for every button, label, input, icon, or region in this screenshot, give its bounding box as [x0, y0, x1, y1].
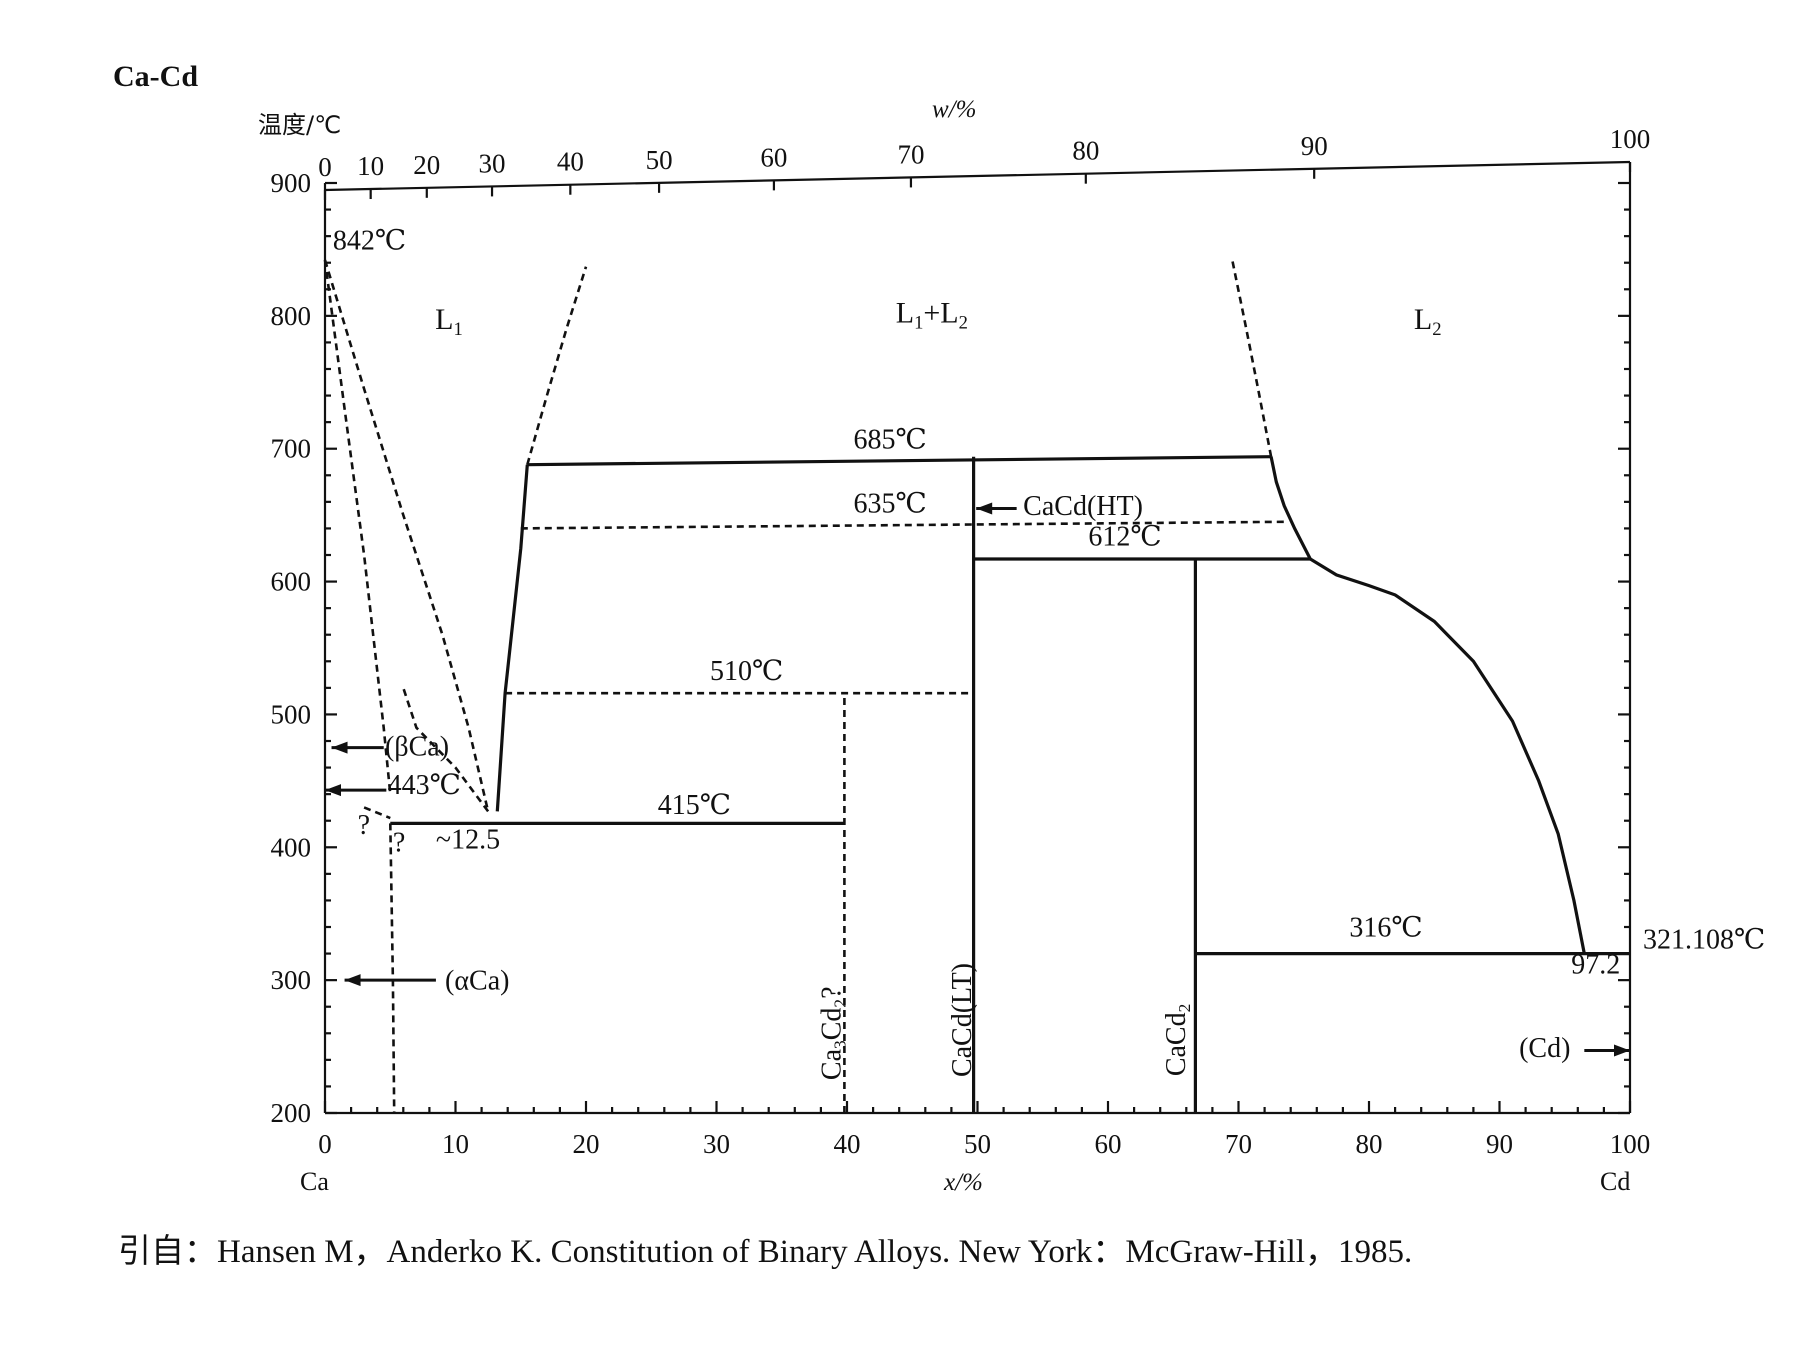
cacd-ht-arrow-head [976, 502, 993, 515]
region-label: L1 [435, 303, 463, 340]
liquidus-ca [323, 259, 490, 812]
alpha-ca-arrow-head [344, 974, 361, 987]
y-tick-label: 600 [271, 567, 312, 597]
x-tick-label: 10 [442, 1129, 469, 1159]
w-tick-label: 70 [897, 139, 924, 169]
x-tick-label: 80 [1356, 1129, 1383, 1159]
x-tick-label: 20 [573, 1129, 600, 1159]
w-tick-label: 50 [646, 145, 673, 175]
annotation-label: 443℃ [388, 770, 461, 801]
y-tick-label: 500 [271, 699, 312, 729]
annotation-label: 612℃ [1088, 522, 1161, 553]
y-tick-label: 800 [271, 301, 312, 331]
region-label: L1+L2 [896, 297, 968, 334]
x-tick-label: 0 [318, 1129, 332, 1159]
annotation-label: ~12.5 [436, 825, 500, 856]
metatectic-635 [520, 520, 1285, 530]
annotation-label: 510℃ [710, 656, 783, 687]
liquidus-l2-dome [1230, 258, 1273, 457]
annotation-label: 685℃ [854, 425, 927, 456]
y-axis-label: 温度/℃ [258, 111, 341, 139]
annotation-label: 316℃ [1349, 912, 1422, 943]
w-tick-label: 90 [1301, 131, 1328, 161]
x-tick-label: 40 [834, 1129, 861, 1159]
w-tick-label: 80 [1072, 136, 1099, 166]
x-axis-label: x/% [943, 1169, 983, 1196]
left-element-label: Ca [300, 1167, 329, 1196]
liquidus-left [495, 464, 529, 812]
top-axis-label: w/% [932, 96, 976, 123]
x-tick-label: 30 [703, 1129, 730, 1159]
cd-arrow-head [1614, 1044, 1630, 1057]
phase-lines [323, 258, 1630, 1114]
x-tick-label: 70 [1225, 1129, 1252, 1159]
annotation-label: 842℃ [333, 225, 406, 256]
annotation-label: ? [358, 810, 370, 841]
w-tick-label: 100 [1610, 124, 1651, 154]
annotation-label: (βCa) [385, 732, 449, 763]
monotectic-685 [527, 455, 1272, 467]
labels: L1 L1+L2 L2 842℃ 685℃ 635℃ 612℃ 510℃ 443℃ 415℃ ~12… [333, 225, 1766, 1080]
annotation-label: 415℃ [658, 790, 731, 821]
w-tick-label: 30 [479, 148, 506, 178]
y-tick-label: 400 [271, 832, 312, 862]
axes: 0 10 20 30 40 50 60 70 80 90 100200300400500600700… [271, 124, 1651, 1159]
alpha-solvus [389, 823, 396, 1114]
compound-label: CaCd2 [1161, 1004, 1194, 1076]
annotation-label: 97.2 [1571, 950, 1620, 981]
y-tick-label: 900 [271, 168, 312, 198]
x-tick-label: 50 [964, 1129, 991, 1159]
annotation-label: (Cd) [1519, 1033, 1570, 1064]
region-label: L2 [1414, 303, 1442, 340]
liquidus-right [1269, 456, 1586, 954]
annotation-label: 635℃ [854, 488, 927, 519]
beta-ca-arrow-head [331, 741, 348, 754]
annotation-label: CaCd(HT) [1023, 491, 1143, 522]
citation: 引自：Hansen M，Anderko K. Constitution of B… [118, 1233, 1412, 1270]
x-tick-label: 90 [1486, 1129, 1513, 1159]
solidus-beta [323, 259, 392, 795]
compound-label: CaCd(LT) [947, 963, 978, 1077]
top-axis-line [324, 160, 1631, 192]
y-tick-label: 300 [271, 965, 312, 995]
compound-label: Ca3Cd2? [816, 986, 849, 1080]
w-tick-label: 40 [557, 147, 584, 177]
443-arrow-head [325, 784, 341, 797]
w-tick-label: 10 [357, 151, 384, 181]
liquidus-l1-dome [526, 266, 588, 466]
alpha-beta [363, 806, 391, 820]
annotation-label: (αCa) [445, 965, 509, 996]
x-tick-label: 100 [1610, 1129, 1651, 1159]
y-tick-label: 200 [271, 1098, 312, 1128]
beta-boundary [402, 687, 490, 813]
w-tick-label: 0 [318, 152, 332, 182]
w-tick-label: 60 [760, 142, 787, 172]
annotation-label: ? [393, 827, 405, 858]
annotation-label: 321.108℃ [1643, 924, 1765, 955]
y-tick-label: 700 [271, 434, 312, 464]
x-tick-label: 60 [1095, 1129, 1122, 1159]
chart-title: Ca-Cd [113, 60, 198, 93]
w-tick-label: 20 [413, 150, 440, 180]
right-element-label: Cd [1600, 1167, 1630, 1196]
